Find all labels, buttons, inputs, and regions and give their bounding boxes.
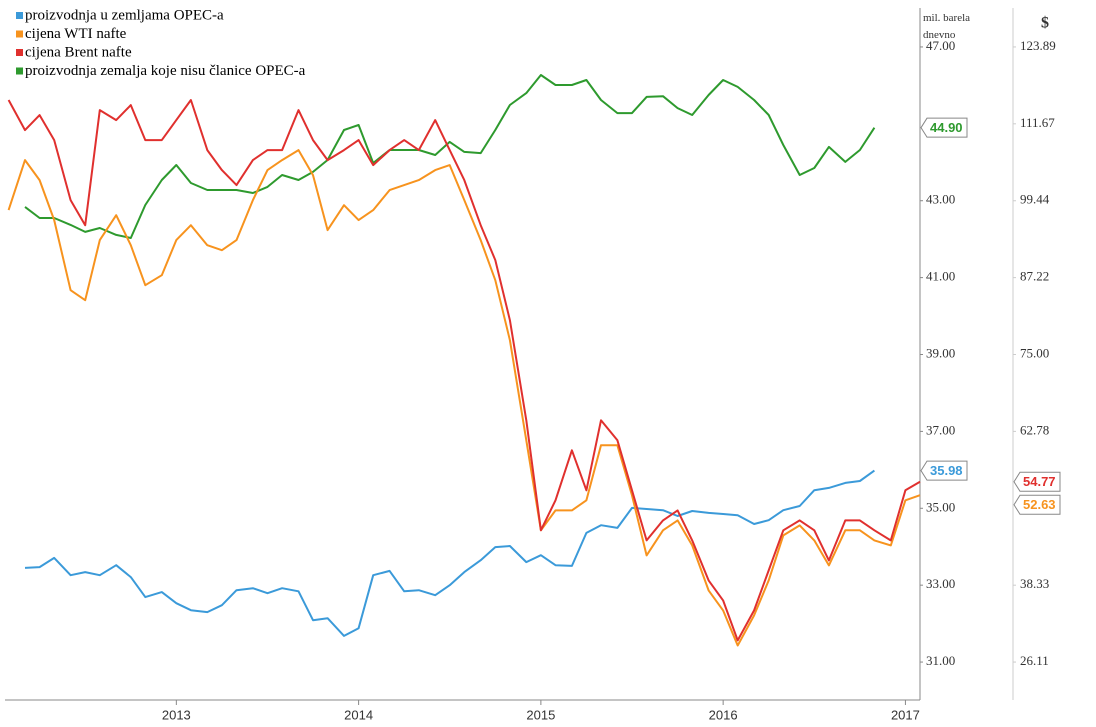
y2-tick-label: 38.33 — [1020, 576, 1049, 591]
end-label-box — [1013, 494, 1061, 515]
y-tick-label: 39.00 — [926, 345, 955, 360]
legend-swatch — [16, 12, 23, 19]
y-tick-label: 43.00 — [926, 192, 955, 207]
y2-axis-label: $ — [1041, 15, 1049, 32]
y-tick-label: 35.00 — [926, 499, 955, 514]
y2-tick-label: 75.00 — [1020, 345, 1049, 360]
x-tick-label: 2013 — [162, 707, 191, 722]
series-line — [7, 99, 921, 642]
legend-box — [0, 0, 460, 80]
y-tick-label: 33.00 — [926, 576, 955, 591]
y2-tick-label: 111.67 — [1020, 115, 1055, 130]
series-line — [7, 149, 921, 647]
end-label: 54.77 — [1023, 474, 1056, 489]
end-label: 52.63 — [1023, 497, 1056, 512]
legend-label: proizvodnja zemalja koje nisu članice OP… — [25, 63, 306, 79]
x-tick-label: 2015 — [526, 707, 555, 722]
y2-tick-label: 123.89 — [1020, 38, 1056, 53]
y-tick-label: 37.00 — [926, 422, 955, 437]
x-tick-label: 2016 — [709, 707, 738, 722]
y2-tick-label: 62.78 — [1020, 422, 1049, 437]
legend-label: proizvodnja u zemljama OPEC-a — [25, 7, 224, 23]
y-tick-label: 31.00 — [926, 653, 955, 668]
x-tick-label: 2014 — [344, 707, 373, 722]
y2-tick-label: 26.11 — [1020, 653, 1049, 668]
y-tick-label: 41.00 — [926, 269, 955, 284]
legend-swatch — [16, 30, 23, 38]
legend-swatch — [16, 67, 23, 75]
x-tick-label: 2017 — [891, 707, 920, 722]
end-label: 35.98 — [930, 463, 963, 478]
end-label-box — [920, 460, 968, 481]
y-tick-label: 47.00 — [926, 38, 955, 53]
end-label-box — [920, 117, 968, 138]
legend-label: cijena Brent nafte — [25, 44, 132, 60]
y-axis-label: mil. barela dnevno — [923, 12, 971, 41]
y2-tick-label: 87.22 — [1020, 269, 1049, 284]
end-label-box — [1013, 471, 1061, 492]
y2-tick-label: 99.44 — [1020, 192, 1050, 207]
legend-label: cijena WTI nafte — [25, 26, 127, 42]
series-line — [24, 469, 875, 637]
end-label: 44.90 — [930, 120, 963, 135]
legend-swatch — [16, 49, 23, 56]
series-line — [24, 74, 876, 239]
